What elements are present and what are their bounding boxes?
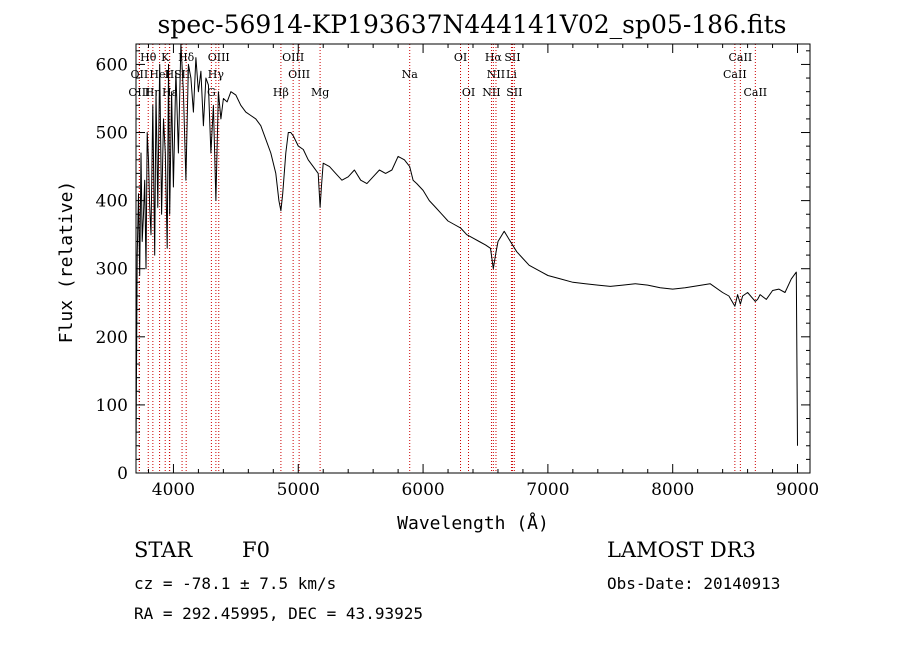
redshift-velocity: cz = -78.1 ± 7.5 km/s: [134, 574, 337, 593]
line-marker-label: OIII: [282, 51, 304, 64]
line-marker-label: OIII: [208, 51, 230, 64]
y-tick-label: 600: [96, 55, 128, 75]
y-tick-label: 300: [96, 260, 128, 280]
line-marker-label: Li: [506, 68, 517, 81]
y-tick-label: 0: [117, 464, 128, 484]
line-marker-label: Hη: [145, 86, 161, 99]
line-marker-label: OIII: [128, 86, 150, 99]
line-marker-label: OI: [462, 86, 475, 99]
line-marker-label: Hθ: [140, 51, 157, 64]
y-tick-label: 500: [96, 124, 128, 144]
y-tick-label: 100: [96, 396, 128, 416]
emission-line-markers: HθKHδOIIIOIIIOIHαSIICaIIOIIHeIHSIIHγOIII…: [128, 44, 767, 473]
line-marker-label: SII: [506, 86, 522, 99]
y-axis-title: Flux (relative): [56, 181, 77, 344]
line-marker-label: Hε: [162, 86, 178, 99]
line-marker-label: NII: [487, 68, 505, 81]
line-marker-label: Mg: [311, 86, 329, 99]
x-axis-title: Wavelength (Å): [397, 512, 549, 534]
line-marker-label: SII: [504, 51, 520, 64]
line-marker-label: OIII: [288, 68, 310, 81]
line-marker-label: CaII: [743, 86, 767, 99]
object-subclass: F0: [242, 538, 270, 562]
x-tick-label: 7000: [526, 480, 569, 500]
observation-date: Obs-Date: 20140913: [607, 574, 781, 593]
line-marker-label: K: [161, 51, 170, 64]
line-marker-label: G: [207, 86, 216, 99]
line-marker-label: CaII: [723, 68, 747, 81]
plot-frame: [135, 43, 811, 474]
line-marker-label: Hβ: [273, 86, 289, 99]
x-tick-label: 6000: [401, 480, 444, 500]
x-tick-label: 5000: [277, 480, 320, 500]
axes-layer: 4000 5000 6000 7000 8000 9000 0 100 200 300 400 500…: [96, 44, 819, 500]
line-marker-label: Hγ: [208, 68, 225, 81]
x-tick-label: 9000: [776, 480, 819, 500]
y-tick-label: 200: [96, 328, 128, 348]
x-tick-label: 8000: [651, 480, 694, 500]
line-marker-label: CaII: [729, 51, 753, 64]
survey-name: LAMOST DR3: [607, 538, 756, 562]
x-tick-label: 4000: [152, 480, 195, 500]
line-marker-label: Na: [402, 68, 419, 81]
line-marker-label: NII: [482, 86, 500, 99]
chart-title: spec-56914-KP193637N444141V02_sp05-186.f…: [158, 10, 787, 39]
object-class: STAR: [134, 538, 193, 562]
y-tick-label: 400: [96, 192, 128, 212]
line-marker-label: Hα: [485, 51, 503, 64]
spectrum-line: [135, 43, 798, 453]
series-layer: [135, 43, 798, 453]
line-marker-label: OI: [454, 51, 467, 64]
sky-coordinates: RA = 292.45995, DEC = 43.93925: [134, 604, 423, 623]
